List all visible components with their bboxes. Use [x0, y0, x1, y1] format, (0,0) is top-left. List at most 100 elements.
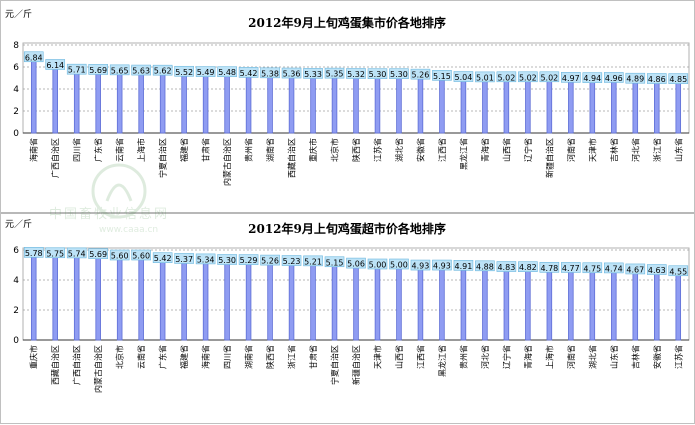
market-category-label: 江西省: [437, 138, 447, 162]
supermarket-data-label: 4.83: [497, 263, 515, 272]
market-category-label: 湖南省: [265, 138, 275, 162]
supermarket-bar: [589, 268, 596, 341]
market-data-label-box: [109, 64, 130, 76]
supermarket-data-label-box: [88, 248, 108, 259]
market-bar: [675, 79, 682, 134]
supermarket-bar: [267, 260, 273, 341]
market-bar: [546, 77, 553, 134]
supermarket-data-label-box: [561, 262, 581, 273]
supermarket-data-label: 4.77: [562, 264, 580, 273]
market-data-label: 5.26: [412, 71, 430, 80]
market-category-label: 浙江省: [652, 138, 662, 162]
supermarket-category-label: 福建省: [179, 345, 189, 369]
market-bar: [30, 57, 37, 134]
market-category-label: 北京市: [330, 138, 340, 162]
supermarket-data-label: 5.78: [25, 249, 43, 258]
market-price-unit-label: 元／斤: [5, 9, 32, 20]
market-y-tick-label: 8: [13, 41, 19, 51]
supermarket-category-label: 内蒙古自治区: [93, 345, 103, 393]
market-price-chart-panel: 2012年9月上旬鸡蛋集市价各地排序 元／斤 0 2 4 6 8 6.84 海南省 6.14 广…: [1, 1, 694, 211]
market-category-label: 天津市: [587, 138, 597, 162]
market-data-label-box: [582, 72, 603, 83]
supermarket-category-label: 陕西省: [265, 345, 275, 369]
market-category-label: 福建省: [179, 138, 189, 162]
market-bar: [181, 71, 187, 134]
market-category-label: 青海省: [480, 138, 490, 162]
market-data-label: 5.04: [455, 73, 473, 82]
supermarket-category-label: 河北省: [480, 345, 490, 369]
supermarket-category-label: 四川省: [222, 345, 232, 369]
market-bar: [417, 74, 424, 134]
market-data-label-box: [45, 59, 66, 70]
supermarket-category-label: 青海省: [523, 345, 533, 369]
supermarket-data-label-box: [367, 258, 388, 270]
supermarket-bar: [525, 267, 531, 341]
market-data-label: 5.01: [476, 73, 494, 82]
supermarket-data-label-box: [668, 265, 689, 277]
supermarket-data-label: 5.21: [304, 257, 322, 266]
supermarket-data-label: 5.23: [283, 257, 301, 266]
market-y-tick-label: 6: [13, 63, 19, 73]
market-data-label-box: [238, 67, 259, 78]
supermarket-bar: [331, 262, 338, 341]
market-data-label-box: [668, 73, 689, 84]
market-category-label: 湖北省: [394, 138, 404, 162]
market-data-label-box: [131, 64, 151, 76]
supermarket-data-label-box: [646, 264, 667, 275]
supermarket-bar: [396, 264, 402, 341]
supermarket-data-label-box: [625, 263, 646, 275]
market-bar: [245, 72, 252, 134]
market-bar: [396, 74, 402, 134]
supermarket-category-label: 浙江省: [287, 345, 297, 369]
supermarket-data-label: 5.69: [89, 250, 107, 259]
supermarket-data-label-box: [66, 247, 87, 259]
supermarket-bar: [138, 255, 144, 341]
market-bar: [525, 77, 531, 134]
supermarket-data-label: 5.42: [154, 254, 172, 263]
supermarket-data-label-box: [410, 259, 431, 271]
market-category-label: 陕西省: [351, 138, 361, 162]
supermarket-data-label: 4.78: [540, 264, 558, 273]
supermarket-data-label-box: [281, 255, 302, 266]
supermarket-data-label: 5.26: [261, 257, 279, 266]
market-bar: [267, 73, 273, 134]
supermarket-category-label: 北京市: [115, 345, 125, 369]
market-data-label: 5.65: [111, 66, 129, 75]
market-data-label-box: [475, 71, 495, 83]
market-data-label: 5.33: [304, 70, 322, 79]
market-bar: [159, 70, 166, 134]
supermarket-data-label: 4.63: [648, 266, 666, 275]
supermarket-price-chart-title: 2012年9月上旬鸡蛋超市价各地排序: [248, 221, 446, 236]
supermarket-category-label: 广西自治区: [72, 345, 82, 385]
supermarket-price-unit-label: 元／斤: [5, 219, 32, 230]
market-data-label-box: [303, 68, 323, 79]
supermarket-data-label-box: [195, 253, 216, 265]
supermarket-bar: [460, 265, 467, 341]
supermarket-category-label: 天津市: [372, 345, 382, 369]
supermarket-data-label-box: [389, 258, 409, 270]
supermarket-category-label: 甘肃省: [308, 345, 318, 369]
market-category-label: 广西自治区: [50, 138, 60, 178]
market-data-label: 4.96: [605, 74, 623, 83]
market-category-label: 河北省: [630, 138, 640, 162]
supermarket-bar: [159, 258, 166, 341]
market-data-label-box: [518, 71, 538, 83]
market-data-label-box: [367, 68, 388, 79]
market-data-label-box: [432, 70, 452, 81]
supermarket-data-label: 4.93: [412, 262, 430, 271]
supermarket-data-label: 4.93: [433, 262, 451, 271]
supermarket-category-label: 山东省: [609, 345, 619, 369]
market-bar: [52, 65, 58, 134]
market-y-tick-label: 4: [13, 85, 19, 95]
market-data-label-box: [23, 51, 44, 63]
supermarket-data-label-box: [217, 254, 237, 265]
supermarket-price-chart: 2012年9月上旬鸡蛋超市价各地排序 元／斤 0 2 4 6 5.78 重庆市 5.75 西藏…: [5, 219, 690, 393]
supermarket-category-label: 贵州省: [458, 345, 468, 369]
supermarket-bar: [245, 260, 252, 341]
market-category-label: 山西省: [501, 138, 511, 162]
supermarket-bar: [568, 268, 574, 341]
market-data-label-box: [324, 67, 345, 79]
market-data-label: 4.97: [562, 74, 580, 83]
supermarket-bar: [374, 264, 381, 341]
market-data-label-box: [260, 67, 280, 79]
